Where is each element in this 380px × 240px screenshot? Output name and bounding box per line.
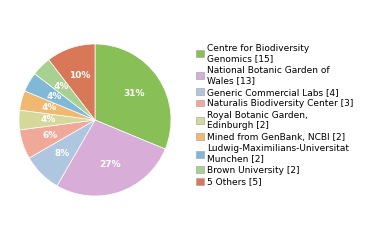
Wedge shape <box>49 44 95 120</box>
Text: 4%: 4% <box>42 103 57 112</box>
Wedge shape <box>19 110 95 130</box>
Wedge shape <box>57 120 165 196</box>
Text: 4%: 4% <box>40 115 55 125</box>
Wedge shape <box>25 74 95 120</box>
Text: 4%: 4% <box>46 92 62 101</box>
Legend: Centre for Biodiversity
Genomics [15], National Botanic Garden of
Wales [13], Ge: Centre for Biodiversity Genomics [15], N… <box>195 42 355 188</box>
Wedge shape <box>20 120 95 158</box>
Text: 4%: 4% <box>54 82 70 91</box>
Text: 10%: 10% <box>69 71 90 80</box>
Text: 6%: 6% <box>43 131 58 140</box>
Text: 27%: 27% <box>99 160 121 169</box>
Text: 8%: 8% <box>54 149 69 158</box>
Wedge shape <box>20 91 95 120</box>
Text: 31%: 31% <box>124 89 145 98</box>
Wedge shape <box>95 44 171 149</box>
Wedge shape <box>35 60 95 120</box>
Wedge shape <box>29 120 95 186</box>
